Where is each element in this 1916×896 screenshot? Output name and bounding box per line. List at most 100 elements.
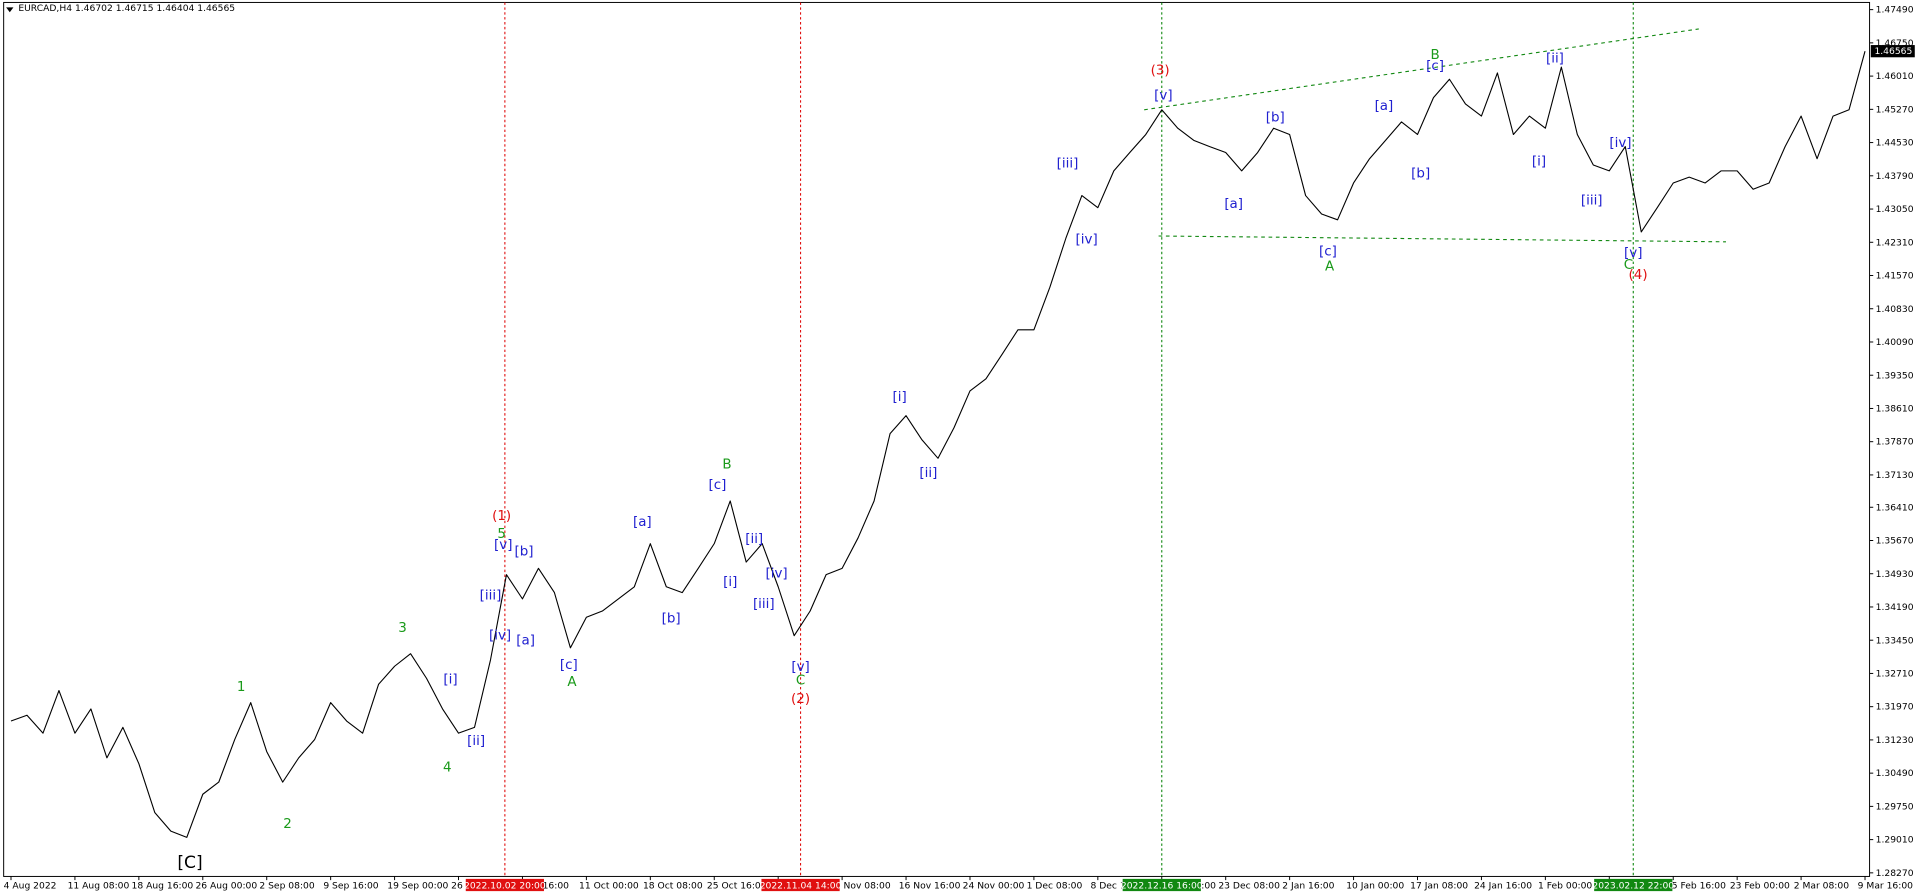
wave-label: [b]: [1266, 110, 1285, 125]
x-tick-label: 9 Sep 16:00: [323, 881, 378, 892]
wave-label: [i]: [893, 390, 907, 405]
wave-label: A: [567, 675, 577, 690]
wave-label: [iv]: [489, 629, 511, 644]
y-tick-label: 1.34930: [1876, 569, 1914, 580]
wave-label: A: [1325, 260, 1335, 275]
wave-label: [i]: [1532, 154, 1546, 169]
trend-line: [1158, 235, 1726, 243]
wave-label: C: [796, 674, 805, 689]
wave-label: [a]: [633, 515, 652, 530]
marker-label-box: [465, 878, 544, 892]
y-tick-label: 1.31230: [1876, 735, 1914, 746]
x-tick-label: 11 Aug 08:00: [68, 881, 130, 892]
y-tick-label: 1.44530: [1876, 138, 1914, 149]
wave-label: [c]: [1426, 59, 1444, 74]
x-tick-label: 8 Dec 16:00: [1091, 881, 1147, 892]
wave-label: [ii]: [467, 734, 485, 749]
y-tick-label: 1.29010: [1876, 835, 1914, 846]
wave-label: [ii]: [1546, 52, 1564, 67]
wave-label: [v]: [1624, 246, 1642, 261]
x-tick-label: 18 Oct 08:00: [643, 881, 703, 892]
x-tick-label: 24 Nov 00:00: [963, 881, 1025, 892]
y-tick-label: 1.46750: [1876, 38, 1914, 49]
marker-label-box: [761, 878, 840, 892]
x-tick-label: 26 Aug 00:00: [195, 881, 257, 892]
wave-label: B: [722, 458, 731, 473]
wave-label: 5: [497, 527, 506, 542]
wave-label: [a]: [516, 634, 535, 649]
wave-label: [ii]: [745, 532, 763, 547]
wave-label: [v]: [494, 538, 512, 553]
wave-label: 4: [443, 761, 452, 776]
wave-label: [i]: [443, 673, 457, 688]
y-tick-label: 1.31970: [1876, 702, 1914, 713]
x-tick-label: 2 Sep 08:00: [259, 881, 314, 892]
y-tick-label: 1.36410: [1876, 502, 1914, 513]
y-tick-label: 1.43050: [1876, 204, 1914, 215]
marker-label: 2023.02.12 22:00: [1592, 881, 1674, 892]
wave-label: [ii]: [919, 466, 937, 481]
wave-label: (2): [791, 692, 810, 707]
wave-label: (3): [1151, 64, 1170, 79]
x-tick-label: 10 Jan 00:00: [1346, 881, 1404, 892]
x-tick-label: 17 Jan 08:00: [1410, 881, 1468, 892]
y-tick-label: 1.39350: [1876, 370, 1914, 381]
wave-label: [C]: [177, 853, 202, 873]
y-tick-label: 1.33450: [1876, 635, 1914, 646]
wave-label: [b]: [662, 612, 681, 627]
y-tick-label: 1.46010: [1876, 71, 1914, 82]
wave-label: [iii]: [753, 597, 775, 612]
x-tick-label: 2 Jan 16:00: [1282, 881, 1334, 892]
marker-label-box: [1122, 878, 1201, 892]
marker-label: 2022.10.02 20:00: [464, 881, 546, 892]
wave-label: [b]: [515, 544, 534, 559]
wave-label: [iv]: [765, 566, 787, 581]
y-tick-label: 1.37870: [1876, 437, 1914, 448]
wave-label: 3: [398, 621, 407, 636]
wave-label: [a]: [1224, 197, 1243, 212]
wave-label: [iii]: [1057, 157, 1079, 172]
x-tick-label: 16 Nov 16:00: [899, 881, 961, 892]
y-tick-label: 1.47490: [1876, 5, 1914, 16]
chart-title: EURCAD,H4 1.46702 1.46715 1.46404 1.4656…: [18, 3, 235, 14]
x-tick-label: 23 Dec 08:00: [1218, 881, 1280, 892]
wave-label: 1: [237, 680, 246, 695]
x-tick-label: 18 Aug 16:00: [132, 881, 194, 892]
x-tick-label: 15 Feb 16:00: [1666, 881, 1726, 892]
x-tick-label: 9 Nov 08:00: [835, 881, 891, 892]
wave-label: C: [1624, 258, 1633, 273]
x-tick-label: 4 Aug 2022: [4, 881, 57, 892]
y-tick-label: 1.40090: [1876, 337, 1914, 348]
y-tick-label: 1.41570: [1876, 271, 1914, 282]
y-tick-label: 1.29750: [1876, 801, 1914, 812]
marker-label-box: [1594, 878, 1673, 892]
last-price-label: 1.46565: [1874, 46, 1912, 57]
x-tick-label: 11 Oct 00:00: [579, 881, 639, 892]
marker-label: 2022.11.04 14:00: [760, 881, 842, 892]
wave-label: (1): [492, 509, 511, 524]
wave-label: [i]: [723, 575, 737, 590]
wave-label: (4): [1629, 268, 1648, 283]
wave-label: [b]: [1411, 167, 1430, 182]
y-tick-label: 1.42310: [1876, 237, 1914, 248]
y-tick-label: 1.35670: [1876, 536, 1914, 547]
wave-label: [iv]: [1609, 136, 1631, 151]
y-tick-label: 1.38610: [1876, 404, 1914, 415]
last-price-box: [1870, 45, 1915, 58]
wave-label: [c]: [709, 478, 727, 493]
x-tick-label: 1 Dec 08:00: [1027, 881, 1083, 892]
menu-arrow[interactable]: [6, 7, 14, 13]
wave-label: [c]: [560, 658, 578, 673]
price-line: [10, 51, 1866, 838]
wave-label: 2: [283, 817, 292, 832]
wave-label: [v]: [791, 660, 809, 675]
trend-line: [1144, 28, 1699, 111]
x-tick-label: 25 Oct 16:00: [707, 881, 767, 892]
y-tick-label: 1.32710: [1876, 668, 1914, 679]
y-tick-label: 1.28270: [1876, 868, 1914, 879]
x-tick-label: 19 Sep 00:00: [387, 881, 448, 892]
y-tick-label: 1.43790: [1876, 171, 1914, 182]
